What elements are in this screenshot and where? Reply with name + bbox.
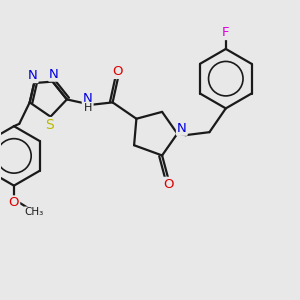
Text: CH₃: CH₃ — [25, 207, 44, 218]
Text: O: O — [113, 65, 123, 78]
Text: H: H — [83, 103, 92, 113]
Text: F: F — [222, 26, 230, 39]
Text: N: N — [49, 68, 59, 81]
Text: S: S — [46, 118, 54, 132]
Text: N: N — [177, 122, 187, 135]
Text: O: O — [9, 196, 19, 209]
Text: N: N — [83, 92, 92, 105]
Text: O: O — [163, 178, 173, 191]
Text: N: N — [28, 69, 38, 82]
